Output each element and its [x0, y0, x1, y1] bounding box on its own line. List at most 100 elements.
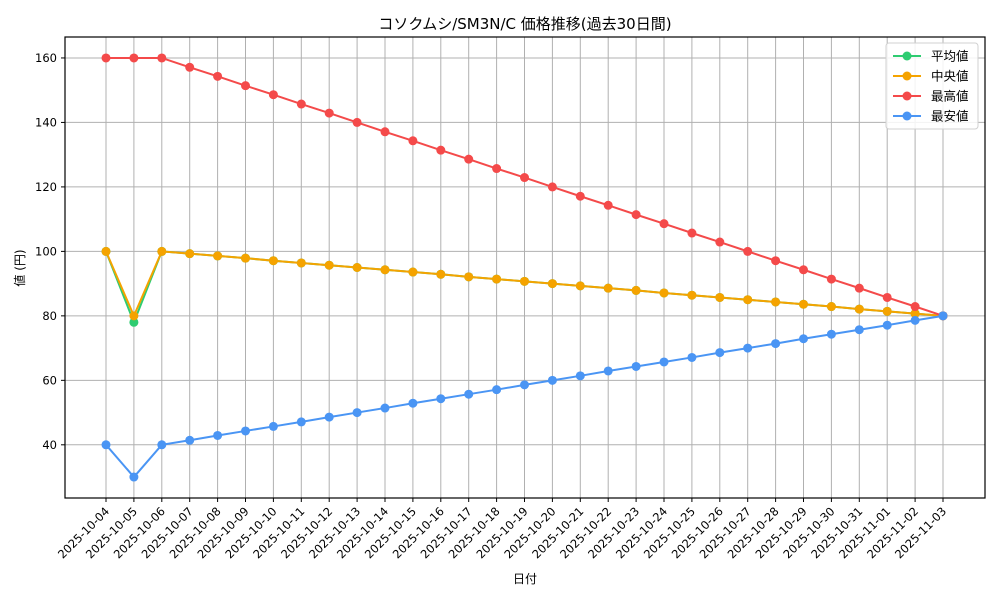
- data-point: [603, 366, 613, 376]
- data-point: [520, 380, 529, 390]
- data-point: [101, 440, 111, 450]
- legend-marker-icon: [902, 91, 912, 101]
- data-point: [910, 309, 920, 319]
- legend-label: 平均値: [931, 49, 969, 64]
- data-point: [129, 472, 139, 482]
- legend-marker-icon: [902, 71, 912, 81]
- data-point: [380, 127, 390, 137]
- data-point: [464, 272, 474, 282]
- data-point: [213, 71, 223, 81]
- series-最高値: [101, 53, 948, 321]
- data-point: [826, 274, 836, 284]
- data-point: [659, 219, 669, 229]
- data-point: [157, 246, 167, 256]
- data-point: [324, 412, 334, 422]
- data-point: [296, 258, 306, 268]
- data-point: [436, 145, 446, 155]
- chart-title: コソクムシ/SM3N/C 価格推移(過去30日間): [378, 15, 671, 33]
- data-point: [799, 334, 808, 344]
- data-point: [687, 352, 697, 362]
- data-point: [603, 283, 613, 293]
- data-point: [854, 325, 864, 335]
- data-point: [882, 306, 892, 316]
- data-point: [408, 267, 418, 277]
- data-point: [296, 417, 306, 427]
- data-point: [352, 263, 362, 272]
- data-point: [743, 295, 753, 305]
- legend-item: 平均値: [893, 49, 969, 64]
- data-point: [157, 440, 167, 450]
- y-tick-label: 80: [42, 309, 57, 323]
- data-point: [547, 182, 557, 192]
- y-tick-label: 140: [35, 115, 57, 129]
- data-point: [101, 246, 111, 256]
- data-point: [910, 315, 920, 325]
- data-point: [771, 256, 781, 266]
- data-point: [910, 302, 920, 312]
- data-point: [380, 403, 390, 413]
- data-point: [715, 292, 725, 302]
- data-point: [464, 389, 474, 399]
- data-point: [631, 361, 641, 371]
- data-point: [241, 81, 250, 91]
- data-point: [185, 249, 195, 259]
- data-point: [157, 53, 167, 63]
- y-tick-label: 100: [35, 244, 57, 258]
- data-point: [715, 348, 725, 358]
- y-axis-ticks: 40 60 80 100 120 140 160: [35, 51, 65, 452]
- data-point: [687, 228, 697, 238]
- data-point: [575, 191, 585, 201]
- data-point: [492, 385, 502, 395]
- data-point: [185, 62, 195, 72]
- legend-item: 最高値: [893, 89, 969, 104]
- data-point: [854, 283, 864, 293]
- data-point: [799, 299, 808, 309]
- data-point: [213, 251, 223, 261]
- data-point: [743, 246, 753, 256]
- data-point: [799, 265, 808, 275]
- data-point: [268, 256, 278, 266]
- data-point: [464, 154, 474, 164]
- data-point: [129, 311, 139, 321]
- y-tick-label: 60: [42, 373, 57, 387]
- data-point: [492, 164, 502, 174]
- data-point: [101, 53, 111, 63]
- legend-label: 中央値: [931, 69, 969, 84]
- data-point: [241, 426, 250, 436]
- data-point: [185, 435, 195, 445]
- legend-label: 最安値: [931, 109, 969, 124]
- data-point: [436, 394, 446, 404]
- data-point: [687, 290, 697, 300]
- data-point: [743, 343, 753, 353]
- data-point: [324, 108, 334, 118]
- data-point: [492, 274, 502, 284]
- data-point: [520, 276, 529, 286]
- y-tick-label: 120: [35, 180, 57, 194]
- data-point: [268, 90, 278, 100]
- data-point: [826, 329, 836, 339]
- x-axis-ticks: 2025-10-042025-10-052025-10-062025-10-07…: [55, 498, 949, 561]
- data-point: [520, 173, 529, 183]
- data-point: [575, 281, 585, 291]
- data-point: [547, 279, 557, 289]
- legend-item: 最安値: [893, 109, 969, 124]
- legend-item: 中央値: [893, 69, 969, 84]
- data-point: [631, 210, 641, 220]
- data-point: [380, 265, 390, 275]
- data-point: [882, 320, 892, 330]
- data-point: [408, 398, 418, 408]
- x-axis-label: 日付: [513, 572, 537, 586]
- legend-marker-icon: [902, 111, 912, 121]
- data-point: [659, 357, 669, 367]
- data-point: [352, 408, 362, 418]
- data-point: [436, 269, 446, 279]
- series-最安値: [101, 311, 948, 482]
- data-point: [854, 304, 864, 314]
- data-point: [659, 288, 669, 298]
- grid-lines: [65, 37, 985, 498]
- data-point: [352, 117, 362, 127]
- data-point: [575, 371, 585, 381]
- data-point: [296, 99, 306, 109]
